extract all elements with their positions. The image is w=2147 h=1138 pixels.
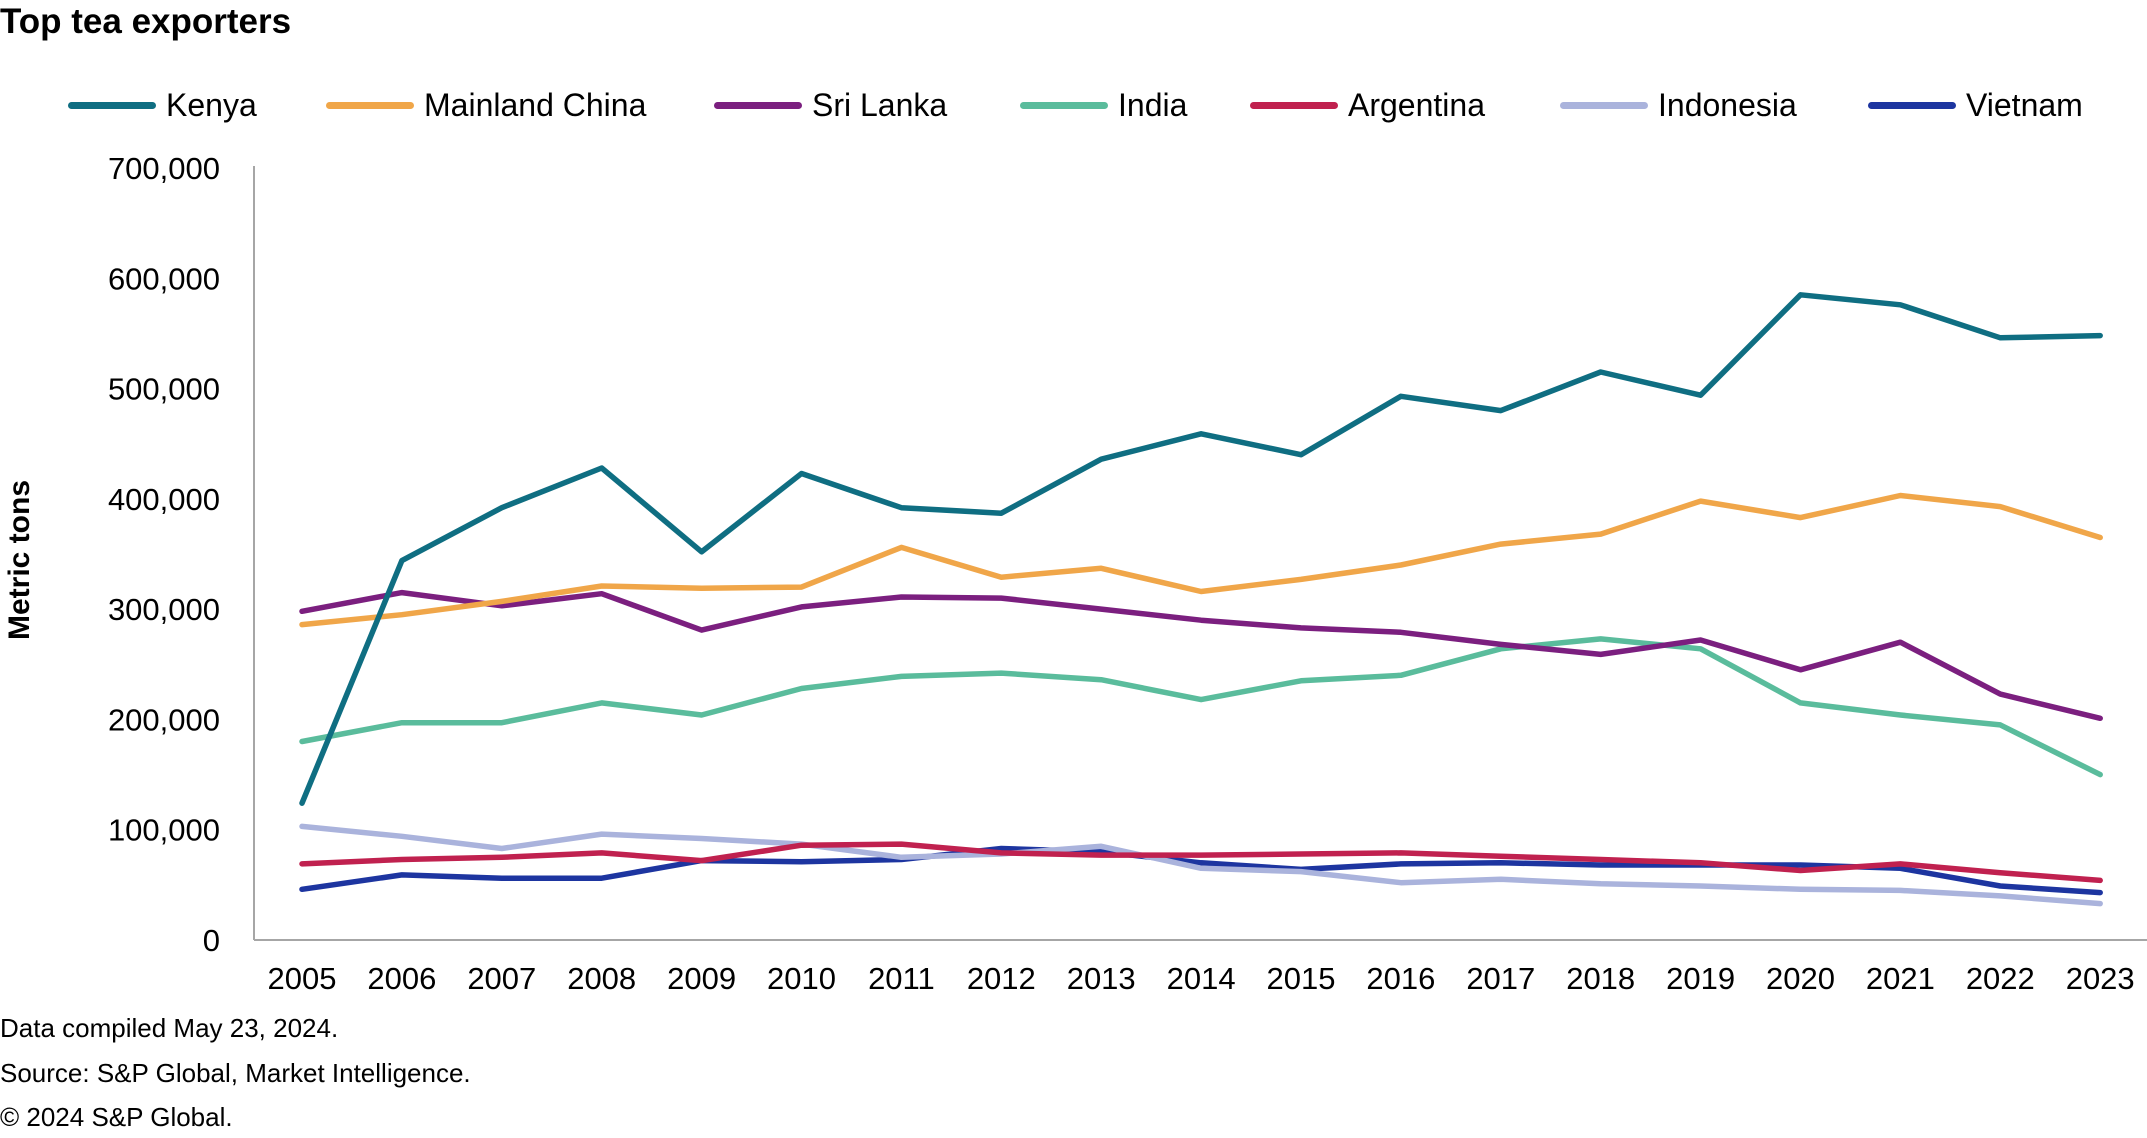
y-tick-label: 700,000 [108, 151, 220, 186]
legend-item-mainland-china: Mainland China [326, 80, 646, 130]
x-tick-label: 2012 [967, 961, 1036, 996]
x-tick-label: 2016 [1366, 961, 1435, 996]
legend-swatch-sri-lanka [714, 101, 802, 109]
x-tick-label: 2017 [1466, 961, 1535, 996]
legend-swatch-kenya [68, 101, 156, 109]
legend-swatch-india [1020, 101, 1108, 109]
footer-date-note: Data compiled May 23, 2024. [0, 1013, 339, 1043]
legend-swatch-indonesia [1560, 101, 1648, 109]
legend-item-vietnam: Vietnam [1868, 80, 2083, 130]
y-tick-label: 300,000 [108, 592, 220, 627]
x-tick-label: 2022 [1966, 961, 2035, 996]
chart-legend: Kenya Mainland China Sri Lanka India Arg… [0, 80, 2147, 130]
legend-label-kenya: Kenya [166, 86, 257, 123]
legend-label-india: India [1118, 86, 1188, 123]
x-tick-label: 2023 [2066, 961, 2135, 996]
x-tick-label: 2010 [767, 961, 836, 996]
series-line-vietnam [299, 845, 2103, 896]
chart-title: Top tea exporters [0, 2, 292, 41]
footer-source: Source: S&P Global, Market Intelligence. [0, 1058, 471, 1088]
legend-item-indonesia: Indonesia [1560, 80, 1797, 130]
footer-copyright: © 2024 S&P Global. [0, 1102, 233, 1132]
series-line-india [299, 636, 2103, 778]
x-tick-label: 2014 [1167, 961, 1236, 996]
y-tick-label: 200,000 [108, 702, 220, 737]
legend-item-argentina: Argentina [1250, 80, 1485, 130]
y-tick-label: 600,000 [108, 261, 220, 296]
x-tick-label: 2011 [868, 961, 935, 996]
x-tick-label: 2021 [1866, 961, 1935, 996]
series-line-mainland-china [299, 492, 2103, 628]
legend-swatch-argentina [1250, 101, 1338, 109]
x-tick-label: 2005 [268, 961, 337, 996]
legend-swatch-vietnam [1868, 101, 1956, 109]
x-tick-label: 2009 [667, 961, 736, 996]
x-tick-label: 2008 [567, 961, 636, 996]
x-tick-label: 2015 [1267, 961, 1336, 996]
legend-item-sri-lanka: Sri Lanka [714, 80, 947, 130]
x-tick-label: 2019 [1666, 961, 1735, 996]
x-tick-label: 2006 [367, 961, 436, 996]
legend-label-mainland-china: Mainland China [424, 86, 647, 123]
y-tick-label: 400,000 [108, 482, 220, 517]
series-line-sri-lanka [299, 589, 2103, 722]
x-tick-label: 2013 [1067, 961, 1136, 996]
series-line-kenya [299, 292, 2103, 806]
series-line-indonesia [299, 823, 2103, 907]
y-tick-label: 500,000 [108, 372, 220, 407]
legend-label-vietnam: Vietnam [1966, 86, 2083, 123]
legend-swatch-mainland-china [326, 101, 414, 109]
legend-label-sri-lanka: Sri Lanka [812, 86, 948, 123]
legend-item-india: India [1020, 80, 1187, 130]
x-tick-label: 2007 [467, 961, 536, 996]
x-tick-label: 2020 [1766, 961, 1835, 996]
y-tick-label: 0 [203, 923, 220, 958]
legend-label-indonesia: Indonesia [1658, 86, 1797, 123]
y-tick-label: 100,000 [108, 813, 220, 848]
x-tick-label: 2018 [1566, 961, 1635, 996]
series-line-argentina [299, 841, 2103, 884]
legend-item-kenya: Kenya [68, 80, 257, 130]
legend-label-argentina: Argentina [1348, 86, 1485, 123]
